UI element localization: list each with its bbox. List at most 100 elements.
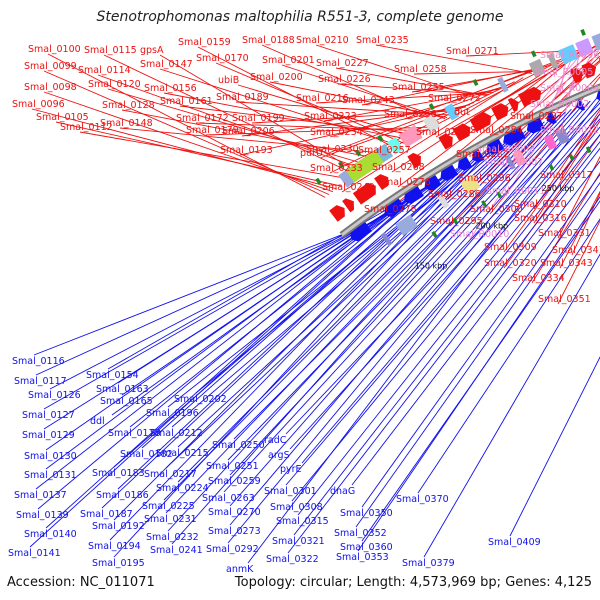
leader-line (33, 221, 376, 356)
cog-block-outer (575, 37, 594, 58)
forward-gene-arrow (352, 182, 376, 205)
reverse-gene-label: Smal_0379 (402, 558, 455, 569)
forward-gene-label: Smal_0284 (470, 125, 523, 136)
forward-gene-label: dut (454, 107, 470, 118)
reverse-gene-label: Smal_0259 (208, 476, 261, 487)
accession-text: Accession: NC_011071 (7, 575, 155, 590)
reverse-gene-label: pyrE (280, 464, 302, 475)
cog-block-outer (444, 103, 460, 121)
leader-line (301, 113, 600, 464)
reverse-gene-label: Smal_0273 (208, 526, 261, 537)
leader-line (171, 118, 551, 545)
leader-line (109, 151, 486, 541)
inner-marker (585, 146, 592, 154)
forward-gene-label: Smal_0115 (84, 45, 137, 56)
reverse-gene-label: Smal_0141 (8, 548, 61, 559)
rna-gene-label: Smal_R0006 (540, 50, 599, 61)
cog-block-inner (437, 193, 450, 209)
leader-line (411, 67, 543, 93)
forward-gene-label: Smal_0188 (242, 35, 295, 46)
reverse-gene-label: Smal_0165 (100, 396, 153, 407)
map-title: Stenotrophomonas maltophilia R551-3, com… (96, 9, 504, 25)
leader-line (45, 205, 398, 451)
leader-line (417, 218, 600, 494)
leader-line (413, 70, 537, 75)
reverse-gene-arrow (503, 126, 526, 146)
reverse-gene-label: radC (264, 435, 287, 446)
inner-marker (452, 217, 459, 225)
cog-block-outer (497, 76, 509, 93)
forward-gene-label: Smal_0223 (304, 111, 357, 122)
leader-line (361, 200, 600, 542)
reverse-gene-label: Smal_0232 (146, 532, 199, 543)
reverse-gene-label: Smal_0322 (266, 554, 319, 565)
forward-gene-label: Smal_0282 (456, 149, 509, 160)
reverse-gene-arrow (440, 164, 459, 182)
leader-line (79, 131, 351, 180)
reverse-gene-label: Smal_0217 (144, 469, 197, 480)
reverse-gene-label: ddl (90, 416, 105, 427)
reverse-gene-label: Smal_0250 (212, 440, 265, 451)
forward-gene-label: Smal_0316 (514, 213, 567, 224)
cog-block-outer (387, 136, 404, 155)
reverse-gene-label: Smal_0126 (28, 390, 81, 401)
forward-gene-label: Smal_0296 (458, 173, 511, 184)
reverse-gene-label: Smal_0196 (146, 408, 199, 419)
leader-line (335, 67, 487, 97)
cog-block-outer (547, 53, 559, 70)
leader-line (549, 54, 574, 110)
cog-block-inner (505, 155, 516, 170)
leader-line (37, 194, 415, 510)
forward-gene-label: Smal_0206 (222, 126, 275, 137)
leader-line (325, 83, 511, 155)
forward-gene-arrow (469, 112, 492, 133)
leader-line (329, 85, 507, 138)
forward-gene-label: Smal_0172 (176, 113, 229, 124)
reverse-gene-label: Smal_0370 (396, 494, 449, 505)
cog-block-outer (338, 167, 359, 188)
forward-gene-label: Smal_0320 (484, 258, 537, 269)
backbone-inner (340, 85, 600, 237)
forward-gene-label: Smal_0249 (322, 182, 375, 193)
leader-line (45, 201, 404, 470)
reverse-gene-label: Smal_0315 (276, 516, 329, 527)
forward-gene-label: Smal_0255 (392, 82, 445, 93)
forward-gene-label: Smal_0128 (102, 100, 155, 111)
leader-line (557, 220, 600, 305)
leader-line (503, 120, 600, 253)
forward-gene-label: Smal_0227 (316, 58, 369, 69)
reverse-gene-label: Smal_0360 (340, 542, 393, 553)
cog-block-inner (460, 174, 481, 195)
rna-gene-label: Smal_R0007 (484, 157, 543, 168)
leader-line (97, 74, 365, 170)
reverse-gene-label: Smal_0353 (336, 552, 389, 563)
forward-gene-label: Smal_0258 (394, 64, 447, 75)
leader-line (423, 253, 600, 558)
leader-line (341, 77, 524, 193)
forward-gene-label: Smal_0147 (140, 59, 193, 70)
rna-gene-label: Smal_R0003 (476, 144, 535, 155)
forward-gene-label: Smal_0201 (262, 55, 315, 66)
cog-block-inner (512, 149, 527, 166)
forward-gene-label: Smal_0235 (356, 35, 409, 46)
forward-gene-arrow (581, 62, 597, 79)
genome-stats: Topology: circular; Length: 4,573,969 bp… (235, 575, 592, 590)
reverse-gene-label: argS (268, 450, 290, 461)
forward-gene-label: Smal_0309 (484, 242, 537, 253)
leader-line (285, 118, 600, 486)
leader-line (509, 356, 600, 537)
forward-gene-label: purU (300, 148, 323, 159)
reverse-gene-label: Smal_0350 (340, 508, 393, 519)
reverse-gene-label: anmK (226, 564, 254, 575)
cog-block-inner (543, 133, 558, 151)
forward-gene-label: Smal_0271 (446, 46, 499, 57)
reverse-gene-label: Smal_0137 (14, 490, 67, 501)
forward-gene-label: Smal_0099 (24, 61, 77, 72)
reverse-gene-label: Smal_0127 (22, 410, 75, 421)
reverse-gene-label: Smal_0202 (174, 394, 227, 405)
forward-gene-label: Smal_0297 (510, 111, 563, 122)
outer-marker (428, 103, 435, 111)
leader-line (293, 141, 600, 536)
inner-marker (431, 230, 438, 238)
